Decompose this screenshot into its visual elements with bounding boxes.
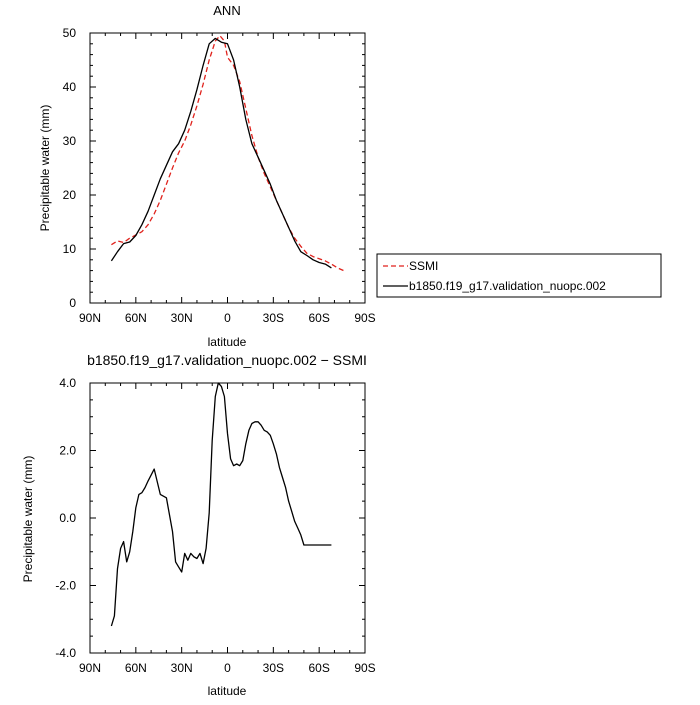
top-chart-legend: SSMI b1850.f19_g17.validation_nuopc.002 xyxy=(376,253,662,298)
top-chart-y-tick-label: 10 xyxy=(63,242,77,256)
bottom-chart-x-tick-label: 90N xyxy=(79,661,101,675)
bottom-chart-y-tick-label: 0.0 xyxy=(59,511,76,525)
top-chart-y-tick-label: 20 xyxy=(63,188,77,202)
bottom-chart-x-tick-label: 30N xyxy=(171,661,193,675)
bottom-chart-x-tick-label: 60S xyxy=(308,661,329,675)
bottom-chart-x-tick-label: 30S xyxy=(263,661,284,675)
legend-label-ssmi: SSMI xyxy=(409,259,438,273)
bottom-chart-title: b1850.f19_g17.validation_nuopc.002 − SSM… xyxy=(87,352,367,368)
legend-box xyxy=(376,253,662,298)
top-chart-series-line-b1850-f19-g17-validation-nuopc-002 xyxy=(110,37,332,269)
bottom-chart-y-tick-label: 4.0 xyxy=(59,376,76,390)
top-chart-title: ANN xyxy=(213,3,240,18)
bottom-chart-x-tick-label: 0 xyxy=(224,661,231,675)
top-chart-x-tick-label: 60N xyxy=(125,311,147,325)
bottom-chart-y-tick-label: 2.0 xyxy=(59,444,76,458)
top-chart-y-tick-label: 0 xyxy=(69,296,76,310)
top-chart-x-tick-label: 90N xyxy=(79,311,101,325)
bottom-chart-x-tick-label: 60N xyxy=(125,661,147,675)
top-chart-y-tick-label: 50 xyxy=(63,26,77,40)
top-chart-x-tick-label: 30N xyxy=(171,311,193,325)
top-chart-y-tick-label: 30 xyxy=(63,134,77,148)
bottom-chart-y-axis-label: Precipitable water (mm) xyxy=(21,456,35,583)
top-chart-y-tick-label: 40 xyxy=(63,80,77,94)
top-chart-x-tick-label: 90S xyxy=(354,311,375,325)
legend-label-model: b1850.f19_g17.validation_nuopc.002 xyxy=(409,279,606,293)
top-chart-x-tick-label: 60S xyxy=(308,311,329,325)
bottom-chart-series-line-difference xyxy=(110,382,332,627)
bottom-chart-y-tick-label: -2.0 xyxy=(55,579,76,593)
bottom-chart-x-axis-label: latitude xyxy=(208,684,247,698)
top-chart-y-axis-label: Precipitable water (mm) xyxy=(38,105,52,232)
top-chart-x-tick-label: 0 xyxy=(224,311,231,325)
top-chart-series-line-ssmi xyxy=(111,35,344,272)
top-chart-x-axis-label: latitude xyxy=(208,335,247,349)
bottom-chart-x-tick-label: 90S xyxy=(354,661,375,675)
bottom-chart-y-tick-label: -4.0 xyxy=(55,646,76,660)
top-chart-x-tick-label: 30S xyxy=(263,311,284,325)
